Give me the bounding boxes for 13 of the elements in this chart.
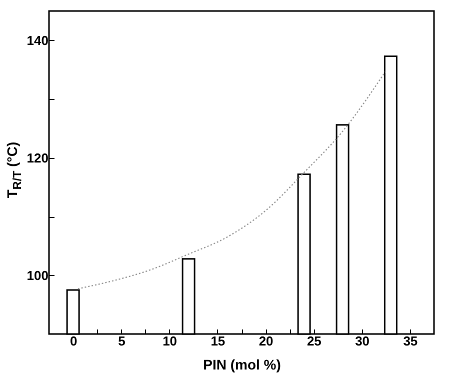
x-axis-title: PIN (mol %)	[203, 356, 281, 372]
line-series	[77, 70, 386, 290]
x-tick-label: 30	[355, 334, 370, 348]
y-tick-label: 120	[26, 150, 48, 166]
x-tick-label: 15	[210, 334, 226, 348]
y-tick-label: 100	[26, 268, 48, 283]
x-tick-label: 5	[118, 334, 126, 348]
y-tick-label: 140	[26, 32, 48, 48]
x-tick-label: 20	[258, 334, 274, 348]
x-tick-label: 35	[403, 334, 418, 348]
x-tick-label: 0	[70, 334, 78, 348]
x-tick-label: 10	[162, 334, 178, 348]
x-tick-label: 25	[306, 334, 322, 348]
